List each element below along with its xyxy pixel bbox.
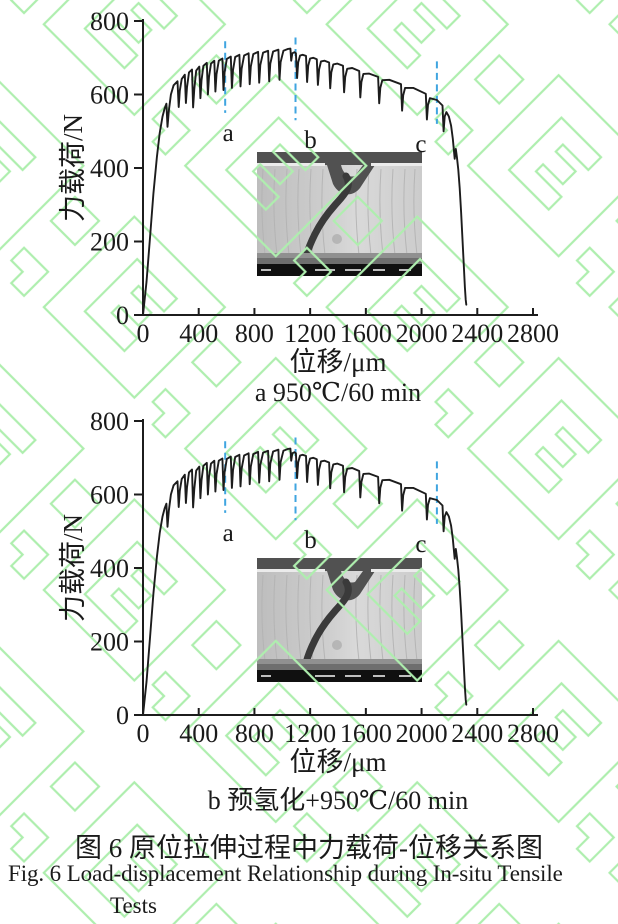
- marker-label-b: b: [304, 127, 317, 154]
- marker-label-b: b: [304, 527, 317, 554]
- load-displacement-chart-b: 0 400 800 1200 1600 2000 2400 2800 0 200 400 600 800…: [58, 407, 559, 777]
- y-tick-label: 800: [90, 407, 129, 436]
- y-tick-label: 0: [116, 701, 129, 730]
- x-tick-label: 2000: [396, 319, 448, 348]
- x-tick-label: 800: [235, 719, 274, 748]
- subcaption-chart-b: b 预氢化+950℃/60 min: [207, 786, 469, 815]
- figure-caption-english-line2: Tests: [110, 893, 157, 918]
- x-tick-label: 1200: [284, 719, 336, 748]
- x-tick-label: 2800: [507, 319, 559, 348]
- y-tick-label: 400: [90, 154, 129, 183]
- y-axis-title: 力载荷/N: [58, 114, 88, 222]
- marker-label-c: c: [415, 131, 426, 158]
- figure-caption-english: Fig. 6 Load-displacement Relationship du…: [8, 861, 563, 886]
- load-curve: [142, 47, 468, 316]
- subcaption-chart-a: a 950℃/60 min: [254, 378, 422, 407]
- marker-label-c: c: [415, 531, 426, 558]
- y-tick-label: 200: [90, 628, 129, 657]
- y-tick-label: 600: [90, 481, 129, 510]
- x-axis-title: 位移/μm: [290, 747, 387, 777]
- y-axis-title: 力载荷/N: [58, 514, 88, 622]
- x-tick-label: 400: [179, 319, 218, 348]
- x-tick-label: 1600: [340, 319, 392, 348]
- x-tick-label: 800: [235, 319, 274, 348]
- y-tick-label: 400: [90, 554, 129, 583]
- y-tick-label: 600: [90, 81, 129, 110]
- x-axis-title: 位移/μm: [290, 347, 387, 377]
- load-displacement-chart-a: 0 400 800 1200 1600 2000 2400 2800 0 200 400 600 800…: [58, 7, 559, 377]
- marker-label-a: a: [223, 520, 234, 547]
- y-tick-label: 0: [116, 301, 129, 330]
- load-curve: [142, 447, 468, 716]
- x-tick-label: 2400: [451, 719, 503, 748]
- x-tick-label: 2400: [451, 319, 503, 348]
- x-tick-label: 400: [179, 719, 218, 748]
- x-tick-label: 1200: [284, 319, 336, 348]
- x-tick-label: 2800: [507, 719, 559, 748]
- x-tick-label: 0: [137, 319, 150, 348]
- marker-label-a: a: [223, 120, 234, 147]
- x-tick-label: 2000: [396, 719, 448, 748]
- y-tick-label: 200: [90, 228, 129, 257]
- x-tick-label: 0: [137, 719, 150, 748]
- y-tick-label: 800: [90, 7, 129, 36]
- figure-caption-chinese: 图 6 原位拉伸过程中力载荷-位移关系图: [75, 833, 543, 863]
- x-tick-label: 1600: [340, 719, 392, 748]
